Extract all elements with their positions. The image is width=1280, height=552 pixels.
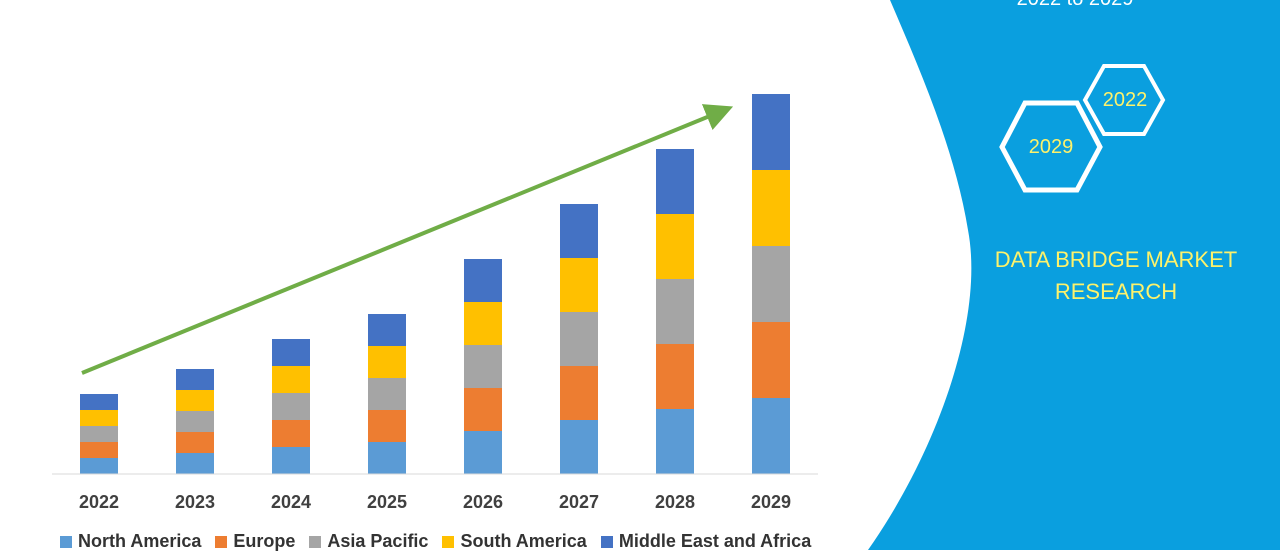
x-tick-label: 2027: [559, 492, 599, 512]
bar-2027-north-america: [560, 420, 598, 474]
x-tick-label: 2023: [175, 492, 215, 512]
bar-2024-south-america: [272, 366, 310, 393]
bar-2023-north-america: [176, 453, 214, 474]
bar-2029-south-america: [752, 170, 790, 246]
bar-2027-south-america: [560, 258, 598, 312]
bar-2024-europe: [272, 420, 310, 447]
bar-2023-europe: [176, 432, 214, 453]
bar-2022-asia-pacific: [80, 426, 118, 442]
hexagon-2029-label: 2029: [1028, 136, 1074, 158]
bar-2022-north-america: [80, 458, 118, 474]
stacked-bar-chart: 2022 2023 2024 2025 2026 2027 2028 2029: [52, 94, 818, 512]
legend-swatch: [60, 535, 72, 548]
chart-legend: North America Europe Asia Pacific South Ame…: [60, 531, 811, 552]
x-tick-label: 2024: [271, 492, 311, 512]
legend-swatch: [215, 535, 228, 548]
legend-swatch: [442, 535, 455, 548]
hexagon-2029: [999, 100, 1103, 193]
bar-2028-europe: [656, 344, 694, 409]
bar-2025-north-america: [368, 442, 406, 474]
bar-2024-asia-pacific: [272, 393, 310, 420]
legend-item: Asia Pacific: [309, 531, 428, 552]
x-tick-label: 2028: [655, 492, 695, 512]
bar-2027-middle-east-and-africa: [560, 204, 598, 258]
bar-2028-south-america: [656, 214, 694, 279]
hexagon-2022: [1082, 64, 1166, 136]
bar-2028-north-america: [656, 409, 694, 474]
legend-label: Europe: [233, 531, 296, 551]
bar-2026-middle-east-and-africa: [464, 259, 502, 302]
legend-item: South America: [442, 531, 587, 552]
bar-2026-north-america: [464, 431, 502, 474]
bar-2028-asia-pacific: [656, 279, 694, 344]
bar-2028-middle-east-and-africa: [656, 149, 694, 214]
brand-name: DATA BRIDGE MARKET RESEARCH: [994, 247, 1238, 304]
bar-2022-europe: [80, 442, 118, 458]
bar-2026-south-america: [464, 302, 502, 345]
bar-2025-asia-pacific: [368, 378, 406, 410]
legend-swatch: [309, 535, 322, 548]
bar-2022-middle-east-and-africa: [80, 394, 118, 410]
x-tick-label: 2025: [367, 492, 407, 512]
legend-label: North America: [78, 531, 202, 551]
legend-swatch: [600, 535, 613, 548]
legend-label: Middle East and Africa: [618, 531, 812, 551]
x-tick-label: 2029: [751, 492, 791, 512]
legend-label: Asia Pacific: [327, 531, 429, 551]
bar-2025-south-america: [368, 346, 406, 378]
bar-2023-middle-east-and-africa: [176, 369, 214, 390]
bar-2026-europe: [464, 388, 502, 431]
legend-item: Middle East and Africa: [600, 531, 812, 552]
year-range-label: 2022 to 2029: [990, 0, 1160, 11]
bar-2029-asia-pacific: [752, 246, 790, 322]
bar-2027-europe: [560, 366, 598, 420]
bar-2024-middle-east-and-africa: [272, 339, 310, 366]
bar-2029-middle-east-and-africa: [752, 94, 790, 170]
bar-2027-asia-pacific: [560, 312, 598, 366]
trend-arrow: [81, 104, 734, 375]
hexagon-2022-label: 2022: [1102, 89, 1148, 111]
bar-2022-south-america: [80, 410, 118, 426]
bar-2024-north-america: [272, 447, 310, 474]
legend-item: North America: [60, 531, 201, 552]
x-tick-label: 2022: [79, 492, 119, 512]
bar-2025-europe: [368, 410, 406, 442]
x-tick-label: 2026: [463, 492, 503, 512]
bar-2023-south-america: [176, 390, 214, 411]
bar-2029-north-america: [752, 398, 790, 474]
legend-label: South America: [460, 531, 587, 551]
legend-item: Europe: [215, 531, 295, 552]
bar-2023-asia-pacific: [176, 411, 214, 432]
bar-2025-middle-east-and-africa: [368, 314, 406, 346]
bar-2026-asia-pacific: [464, 345, 502, 388]
bar-2029-europe: [752, 322, 790, 398]
